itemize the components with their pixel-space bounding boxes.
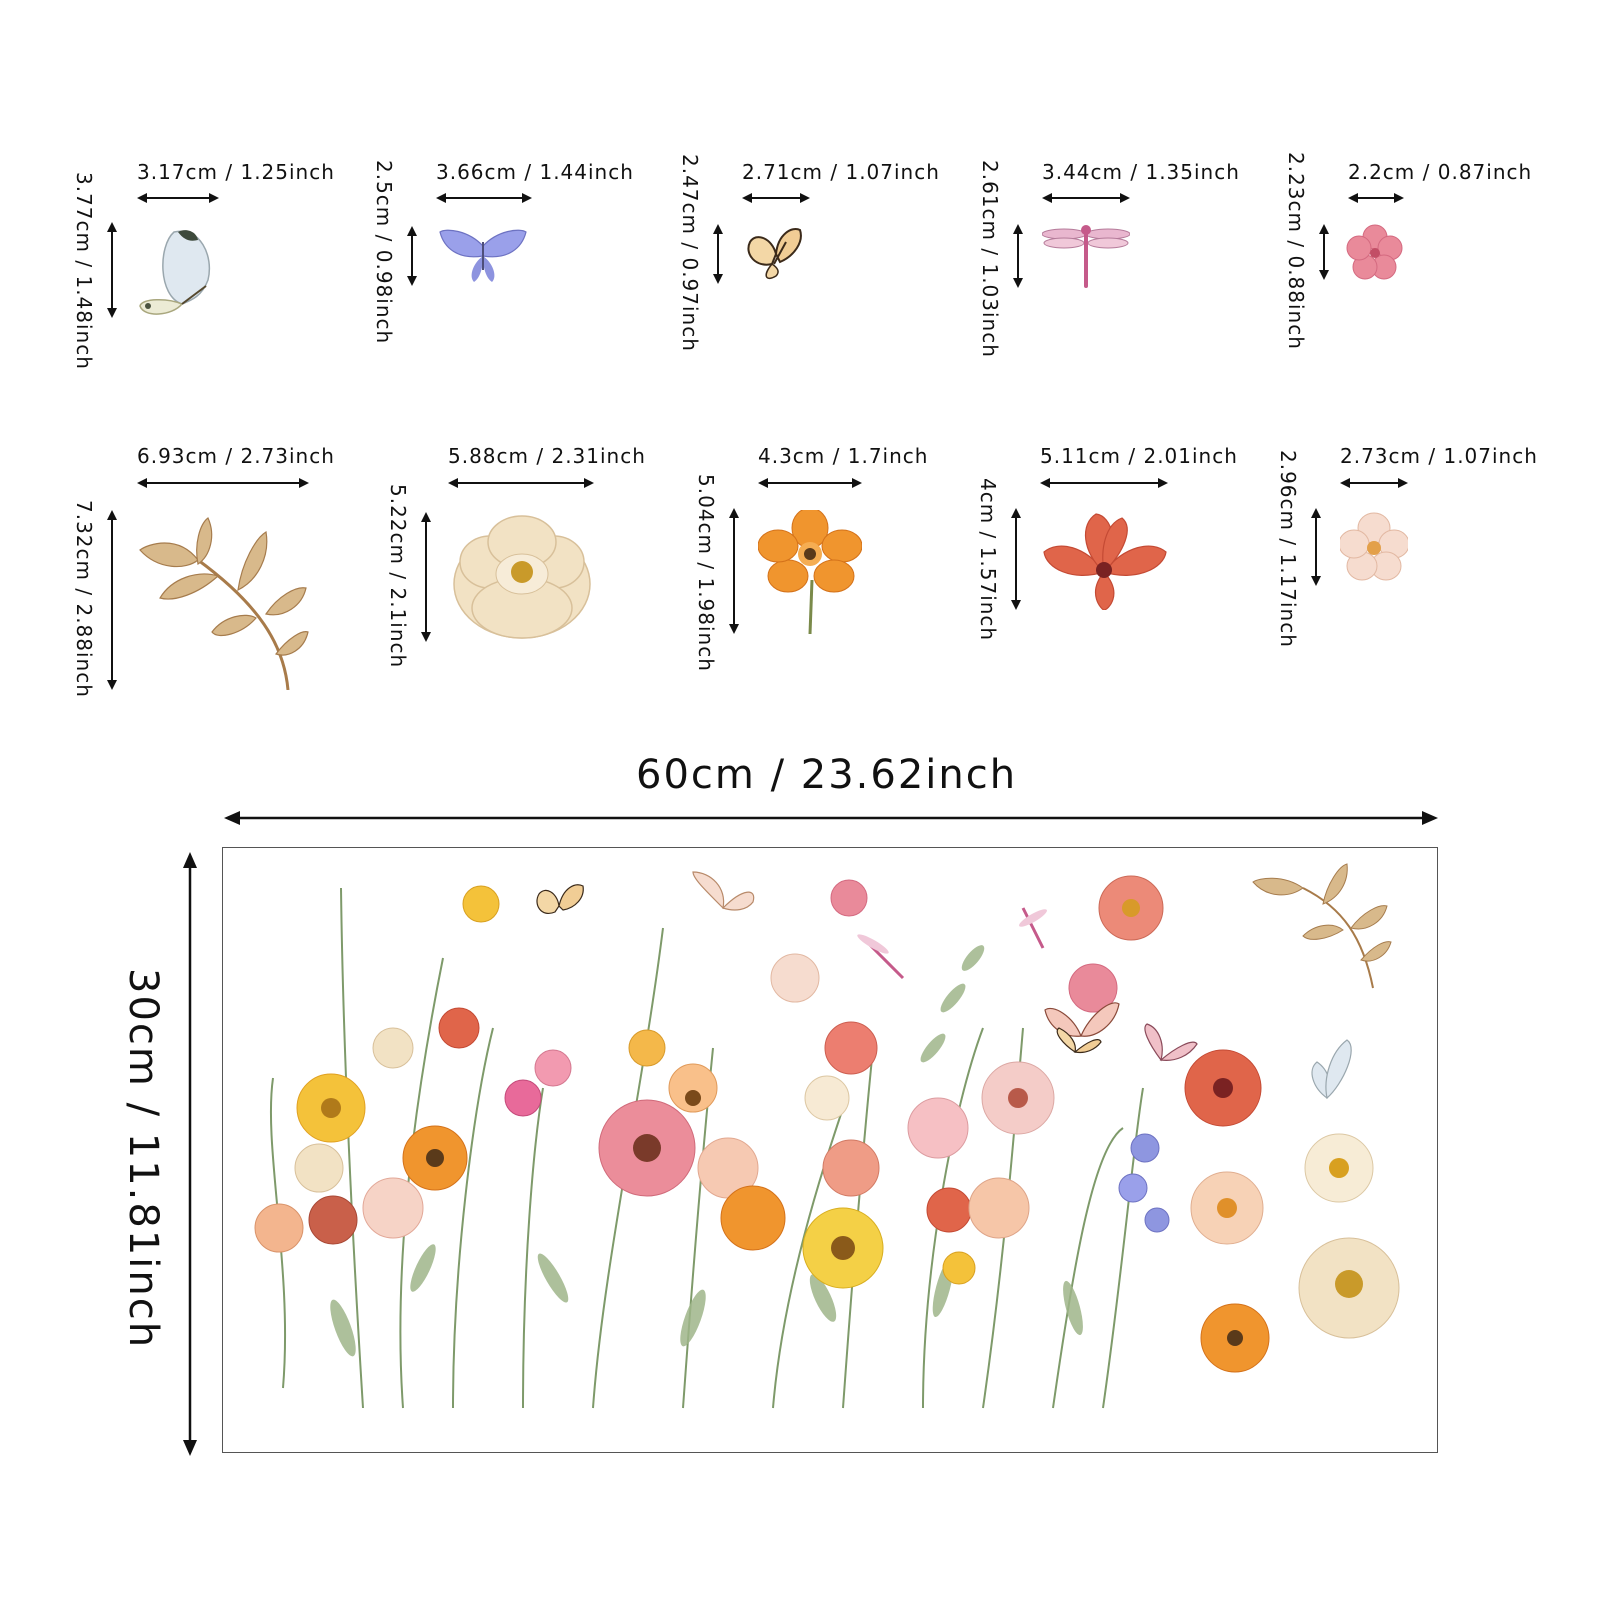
- leaf-branch-icon: [139, 517, 309, 690]
- sticker-sheet-frame: [222, 847, 1438, 1453]
- poppy-icon: [1043, 513, 1167, 610]
- width-arrow: [1348, 193, 1404, 203]
- height-arrow: [107, 510, 117, 690]
- height-arrow: [1319, 224, 1329, 280]
- width-label: 3.17cm / 1.25inch: [137, 160, 335, 184]
- height-arrow: [407, 226, 417, 286]
- height-label: 2.23cm / 0.88inch: [1284, 152, 1308, 350]
- overall-width-label: 60cm / 23.62inch: [636, 752, 1018, 798]
- height-label: 2.5cm / 0.98inch: [372, 160, 396, 345]
- height-arrow: [1011, 508, 1021, 610]
- height-label: 5.04cm / 1.98inch: [694, 474, 718, 672]
- width-arrow: [758, 478, 862, 488]
- width-arrow: [436, 193, 532, 203]
- height-label: 5.22cm / 2.1inch: [386, 484, 410, 669]
- flower-icon: [758, 510, 862, 634]
- height-label: 3.77cm / 1.48inch: [72, 172, 96, 370]
- width-arrow: [1042, 193, 1130, 203]
- height-arrow: [729, 508, 739, 634]
- dragonfly-icon: [1042, 225, 1130, 288]
- height-arrow: [1311, 508, 1321, 586]
- height-label: 2.96cm / 1.17inch: [1276, 450, 1300, 648]
- width-label: 2.2cm / 0.87inch: [1348, 160, 1533, 184]
- width-label: 4.3cm / 1.7inch: [758, 444, 929, 468]
- butterfly-icon: [747, 228, 802, 280]
- peony-icon: [453, 515, 591, 639]
- height-label: 7.32cm / 2.88inch: [72, 500, 96, 698]
- width-label: 2.73cm / 1.07inch: [1340, 444, 1538, 468]
- height-label: 4cm / 1.57inch: [976, 478, 1000, 642]
- width-arrow: [137, 193, 219, 203]
- butterfly-icon: [439, 229, 527, 282]
- height-label: 2.61cm / 1.03inch: [978, 160, 1002, 358]
- floral-arrangement-illustration: [254, 863, 1400, 1409]
- flower-icon: [1346, 224, 1403, 280]
- width-label: 5.11cm / 2.01inch: [1040, 444, 1238, 468]
- width-arrow: [137, 478, 309, 488]
- width-label: 2.71cm / 1.07inch: [742, 160, 940, 184]
- width-label: 3.66cm / 1.44inch: [436, 160, 634, 184]
- width-arrow: [1040, 478, 1168, 488]
- width-label: 6.93cm / 2.73inch: [137, 444, 335, 468]
- width-arrow: [742, 193, 810, 203]
- width-label: 3.44cm / 1.35inch: [1042, 160, 1240, 184]
- overall-height-arrow: [183, 852, 197, 1456]
- overall-height-label: 30cm / 11.81inch: [120, 968, 166, 1350]
- butterfly-icon: [139, 230, 211, 315]
- height-arrow: [421, 512, 431, 642]
- height-arrow: [107, 222, 117, 318]
- height-arrow: [713, 224, 723, 284]
- width-label: 5.88cm / 2.31inch: [448, 444, 646, 468]
- flower-icon: [1340, 512, 1408, 581]
- width-arrow: [1340, 478, 1408, 488]
- overall-width-arrow: [224, 811, 1438, 825]
- width-arrow: [448, 478, 594, 488]
- height-arrow: [1013, 224, 1023, 288]
- height-label: 2.47cm / 0.97inch: [678, 154, 702, 352]
